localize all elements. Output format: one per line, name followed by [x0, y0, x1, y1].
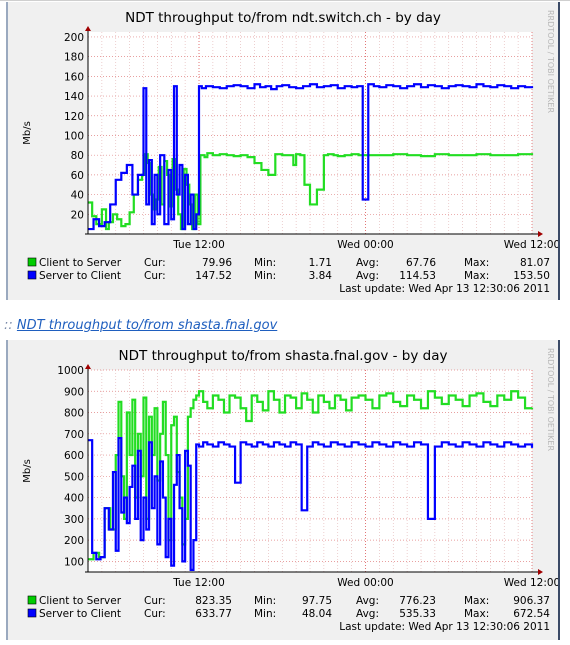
y-axis-label: Mb/s: [22, 121, 33, 145]
legend-series-name: Client to Server: [39, 257, 122, 269]
chart-title: NDT throughput to/from shasta.fnal.gov -…: [119, 348, 448, 364]
y-tick-label: 40: [71, 190, 84, 202]
graph-link-line: :: NDT throughput to/from shasta.fnal.go…: [4, 318, 277, 333]
legend-swatch-server-to-client: [27, 270, 37, 280]
y-tick-label: 300: [64, 514, 84, 526]
legend-series-name: Client to Server: [39, 595, 122, 607]
legend-max-value: 672.54: [513, 608, 550, 620]
y-tick-label: 800: [64, 408, 84, 420]
x-tick-label: Wed 00:00: [337, 577, 394, 589]
x-tick-label: Wed 12:00: [504, 239, 558, 251]
y-tick-label: 180: [64, 52, 84, 64]
top-frame-edge: [0, 0, 570, 1]
last-update-text: Last update: Wed Apr 13 12:30:06 2011: [339, 283, 550, 295]
chart-shasta: NDT throughput to/from shasta.fnal.gov -…: [22, 348, 560, 633]
legend-min-label: Min:: [254, 257, 276, 269]
y-tick-label: 20: [71, 209, 84, 221]
legend-min-value: 3.84: [309, 270, 333, 282]
y-axis-arrow: [85, 364, 91, 369]
y-tick-label: 200: [64, 32, 84, 44]
legend-avg-value: 776.23: [399, 595, 436, 607]
y-tick-label: 200: [64, 535, 84, 547]
x-axis-arrow: [538, 569, 543, 575]
legend-swatch-client-to-server: [27, 257, 37, 267]
chart-title: NDT throughput to/from ndt.switch.ch - b…: [125, 10, 441, 26]
legend-avg-value: 67.76: [406, 257, 436, 269]
legend-swatch-server-to-client: [27, 608, 37, 618]
legend-max-label: Max:: [464, 257, 489, 269]
y-tick-label: 100: [64, 556, 84, 568]
shasta-graph-link[interactable]: NDT throughput to/from shasta.fnal.gov: [16, 318, 278, 333]
legend-max-label: Max:: [464, 608, 489, 620]
legend-cur-value: 633.77: [195, 608, 232, 620]
legend-cur-value: 823.35: [195, 595, 232, 607]
legend-max-label: Max:: [464, 270, 489, 282]
legend-max-value: 906.37: [513, 595, 550, 607]
legend-cur-value: 79.96: [202, 257, 232, 269]
y-tick-label: 160: [64, 71, 84, 83]
link-prefix: ::: [4, 318, 13, 333]
legend-cur-label: Cur:: [144, 608, 166, 620]
x-axis-arrow: [538, 231, 543, 237]
y-axis-label: Mb/s: [22, 459, 33, 483]
legend-avg-value: 535.33: [399, 608, 436, 620]
legend-min-value: 97.75: [302, 595, 332, 607]
y-tick-label: 100: [64, 130, 84, 142]
legend-swatch-client-to-server: [27, 595, 37, 605]
legend-max-label: Max:: [464, 595, 489, 607]
rrdtool-watermark: RRDTOOL / TOBI OETIKER: [546, 348, 555, 451]
legend-series-name: Server to Client: [39, 270, 121, 282]
x-tick-label: Wed 12:00: [504, 577, 558, 589]
y-tick-label: 900: [64, 386, 84, 398]
y-tick-label: 700: [64, 429, 84, 441]
legend-avg-label: Avg:: [356, 270, 379, 282]
y-axis-arrow: [85, 26, 91, 31]
legend-min-label: Min:: [254, 608, 276, 620]
y-tick-label: 500: [64, 471, 84, 483]
legend-avg-label: Avg:: [356, 595, 379, 607]
legend-min-label: Min:: [254, 270, 276, 282]
legend-cur-label: Cur:: [144, 270, 166, 282]
legend-min-value: 1.71: [309, 257, 332, 269]
y-tick-label: 80: [71, 150, 84, 162]
y-tick-label: 400: [64, 493, 84, 505]
rrdtool-watermark: RRDTOOL / TOBI OETIKER: [546, 10, 555, 113]
graph-panel-shasta: NDT throughput to/from shasta.fnal.gov -…: [6, 340, 560, 640]
legend-max-value: 153.50: [513, 270, 550, 282]
legend-min-value: 48.04: [302, 608, 332, 620]
y-tick-label: 1000: [57, 365, 84, 377]
legend-max-value: 81.07: [520, 257, 550, 269]
y-tick-label: 140: [64, 91, 84, 103]
y-tick-label: 600: [64, 450, 84, 462]
x-tick-label: Wed 00:00: [337, 239, 394, 251]
last-update-text: Last update: Wed Apr 13 12:30:06 2011: [339, 621, 550, 633]
legend-series-name: Server to Client: [39, 608, 121, 620]
legend-avg-label: Avg:: [356, 257, 379, 269]
x-tick-label: Tue 12:00: [172, 577, 225, 589]
legend-min-label: Min:: [254, 595, 276, 607]
x-tick-label: Tue 12:00: [172, 239, 225, 251]
legend-cur-label: Cur:: [144, 257, 166, 269]
chart-switch: NDT throughput to/from ndt.switch.ch - b…: [22, 10, 560, 295]
series-server-to-client-line: [88, 436, 534, 571]
series-server-to-client-line: [88, 83, 534, 231]
legend-cur-value: 147.52: [195, 270, 232, 282]
series-client-to-server-line: [88, 390, 534, 561]
legend-cur-label: Cur:: [144, 595, 166, 607]
legend-avg-label: Avg:: [356, 608, 379, 620]
y-tick-label: 60: [71, 170, 84, 182]
graph-panel-switch: NDT throughput to/from ndt.switch.ch - b…: [6, 2, 560, 300]
legend-avg-value: 114.53: [399, 270, 436, 282]
y-tick-label: 120: [64, 111, 84, 123]
